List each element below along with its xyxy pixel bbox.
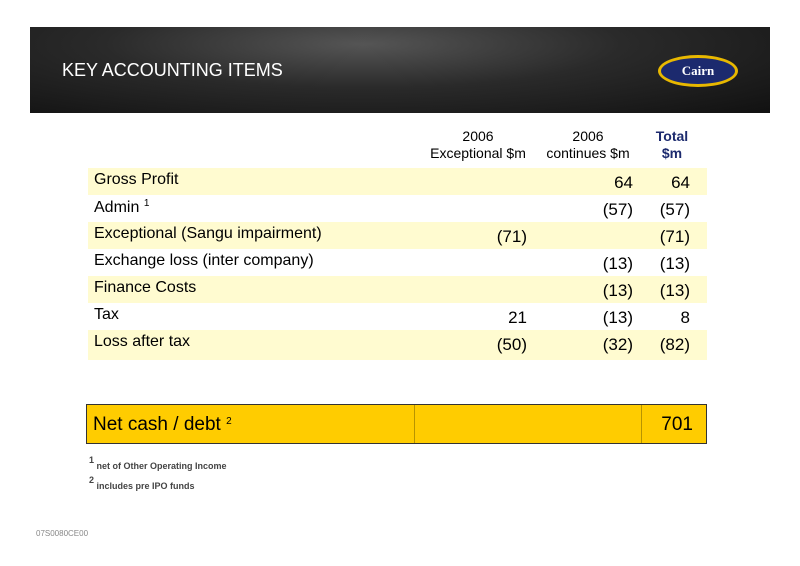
note-mark: 1 <box>89 455 95 465</box>
note-mark: 1 <box>143 198 150 209</box>
row-label: Exceptional (Sangu impairment) <box>94 225 322 243</box>
footer-code: 07S0080CE00 <box>36 529 89 538</box>
cell-value: 64 <box>614 173 633 192</box>
table-row: Admin 1 (57) (57) <box>88 195 707 222</box>
row-label: Loss after tax <box>94 333 190 351</box>
label-text: Admin <box>94 199 140 216</box>
column-header: 2006 continues $m <box>533 128 643 162</box>
label-text: Net cash / debt <box>93 414 221 435</box>
table-row: Exceptional (Sangu impairment) (71) (71) <box>88 222 707 249</box>
cell-value: (13) <box>602 308 633 327</box>
header-line: Total <box>655 128 689 144</box>
cell-value: (13) <box>659 254 690 273</box>
column-header: Total $m <box>617 128 727 162</box>
header-line: 2006 <box>462 128 494 144</box>
header-line: Exceptional $m <box>430 145 526 161</box>
table-row: Exchange loss (inter company) (13) (13) <box>88 249 707 276</box>
table-row: Tax 21 (13) 8 <box>88 303 707 330</box>
header-line: $m <box>661 145 683 161</box>
cell-value: 64 <box>671 173 690 192</box>
net-cash-row: Net cash / debt 2 701 <box>86 404 707 444</box>
column-header: 2006 Exceptional $m <box>423 128 533 162</box>
label-text: Loss after tax <box>94 333 191 350</box>
label-text: Gross Profit <box>94 171 179 188</box>
table-row: Finance Costs (13) (13) <box>88 276 707 303</box>
footnote-text: includes pre IPO funds <box>96 481 195 491</box>
row-label: Admin 1 <box>94 198 149 217</box>
note-mark: 2 <box>226 416 232 427</box>
cell-value: 21 <box>508 308 527 327</box>
note-mark: 2 <box>89 475 95 485</box>
cell-value: 701 <box>661 414 693 435</box>
logo: Cairn <box>658 55 738 87</box>
label-text: Finance Costs <box>94 279 197 296</box>
cell-value: (13) <box>602 254 633 273</box>
row-label: Finance Costs <box>94 279 196 297</box>
cell-value: (71) <box>659 227 690 246</box>
footnote-text: net of Other Operating Income <box>96 461 227 471</box>
table-row: Gross Profit 64 64 <box>88 168 707 195</box>
cell-value: (13) <box>659 281 690 300</box>
separator <box>414 405 415 443</box>
cell-value: (50) <box>496 335 527 354</box>
separator <box>641 405 642 443</box>
cell-value: (82) <box>659 335 690 354</box>
slide-title: KEY ACCOUNTING ITEMS <box>62 60 283 80</box>
cell-value: (71) <box>496 227 527 246</box>
cell-value: (57) <box>659 200 690 219</box>
row-label: Exchange loss (inter company) <box>94 252 314 270</box>
header-line: 2006 <box>572 128 604 144</box>
cell-value: 8 <box>680 308 690 327</box>
label-text: Exchange loss (inter company) <box>94 252 314 269</box>
table-row: Loss after tax (50) (32) (82) <box>88 330 707 360</box>
footnote: 1 net of Other Operating Income <box>89 455 227 471</box>
label-text: Exceptional (Sangu impairment) <box>94 225 322 242</box>
row-label: Gross Profit <box>94 171 178 189</box>
cell-value: (32) <box>602 335 633 354</box>
header-line: continues $m <box>546 145 630 161</box>
cell-value: (13) <box>602 281 633 300</box>
footnote: 2 includes pre IPO funds <box>89 475 195 491</box>
cell-value: (57) <box>602 200 633 219</box>
row-label: Tax <box>94 306 119 324</box>
row-label: Net cash / debt 2 <box>93 414 232 436</box>
header-banner <box>30 27 770 113</box>
label-text: Tax <box>94 306 119 323</box>
